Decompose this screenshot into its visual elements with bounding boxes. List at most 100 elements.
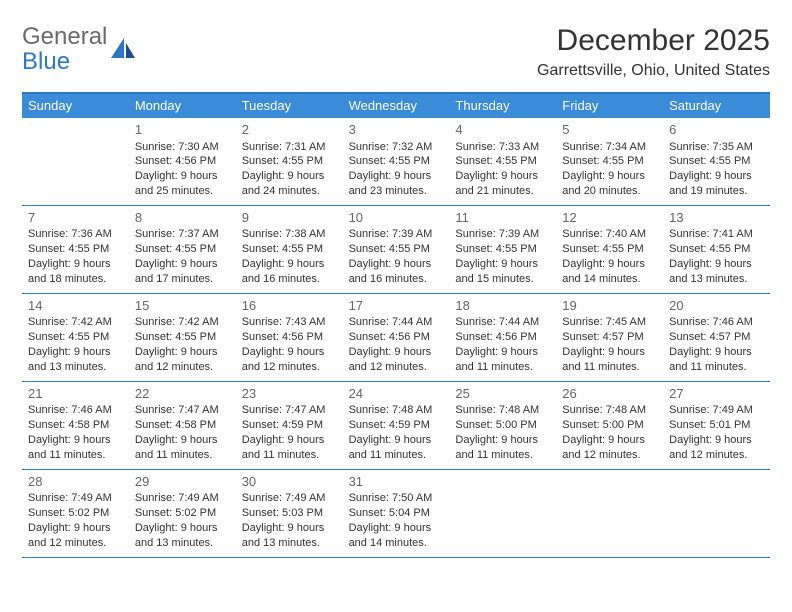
- sunrise-text: Sunrise: 7:44 AM: [455, 315, 550, 330]
- sunrise-text: Sunrise: 7:47 AM: [242, 403, 337, 418]
- daylight-text-2: and 13 minutes.: [669, 272, 764, 287]
- day-cell: [449, 470, 556, 557]
- sunrise-text: Sunrise: 7:43 AM: [242, 315, 337, 330]
- day-cell: 31Sunrise: 7:50 AMSunset: 5:04 PMDayligh…: [343, 470, 450, 557]
- day-cell: 29Sunrise: 7:49 AMSunset: 5:02 PMDayligh…: [129, 470, 236, 557]
- daylight-text-1: Daylight: 9 hours: [669, 257, 764, 272]
- daylight-text-1: Daylight: 9 hours: [349, 433, 444, 448]
- sunrise-text: Sunrise: 7:49 AM: [135, 491, 230, 506]
- daylight-text-1: Daylight: 9 hours: [135, 345, 230, 360]
- day-number: 13: [669, 209, 764, 227]
- day-cell: [663, 470, 770, 557]
- daylight-text-1: Daylight: 9 hours: [28, 257, 123, 272]
- sunset-text: Sunset: 5:04 PM: [349, 506, 444, 521]
- daylight-text-1: Daylight: 9 hours: [135, 521, 230, 536]
- sunset-text: Sunset: 4:55 PM: [455, 154, 550, 169]
- daylight-text-1: Daylight: 9 hours: [28, 521, 123, 536]
- daylight-text-2: and 11 minutes.: [28, 448, 123, 463]
- day-number: 17: [349, 297, 444, 315]
- day-cell: 10Sunrise: 7:39 AMSunset: 4:55 PMDayligh…: [343, 206, 450, 293]
- sunrise-text: Sunrise: 7:36 AM: [28, 227, 123, 242]
- sunset-text: Sunset: 4:57 PM: [562, 330, 657, 345]
- day-number: 18: [455, 297, 550, 315]
- day-cell: 22Sunrise: 7:47 AMSunset: 4:58 PMDayligh…: [129, 382, 236, 469]
- sunrise-text: Sunrise: 7:46 AM: [669, 315, 764, 330]
- day-number: 15: [135, 297, 230, 315]
- logo-line1: General: [22, 23, 107, 50]
- weeks-container: 1Sunrise: 7:30 AMSunset: 4:56 PMDaylight…: [22, 118, 770, 558]
- day-number: 16: [242, 297, 337, 315]
- sunrise-text: Sunrise: 7:39 AM: [455, 227, 550, 242]
- daylight-text-1: Daylight: 9 hours: [562, 345, 657, 360]
- day-number: 26: [562, 385, 657, 403]
- sunrise-text: Sunrise: 7:39 AM: [349, 227, 444, 242]
- day-header-row: Sunday Monday Tuesday Wednesday Thursday…: [22, 94, 770, 118]
- day-cell: [22, 118, 129, 205]
- sunset-text: Sunset: 4:55 PM: [135, 330, 230, 345]
- dayhead-mon: Monday: [129, 94, 236, 118]
- day-number: 14: [28, 297, 123, 315]
- daylight-text-1: Daylight: 9 hours: [669, 433, 764, 448]
- daylight-text-1: Daylight: 9 hours: [455, 257, 550, 272]
- day-number: 19: [562, 297, 657, 315]
- daylight-text-2: and 20 minutes.: [562, 184, 657, 199]
- day-cell: 24Sunrise: 7:48 AMSunset: 4:59 PMDayligh…: [343, 382, 450, 469]
- sunrise-text: Sunrise: 7:35 AM: [669, 140, 764, 155]
- sunrise-text: Sunrise: 7:31 AM: [242, 140, 337, 155]
- sunset-text: Sunset: 4:59 PM: [242, 418, 337, 433]
- day-number: 28: [28, 473, 123, 491]
- sunset-text: Sunset: 4:55 PM: [669, 242, 764, 257]
- sunrise-text: Sunrise: 7:48 AM: [562, 403, 657, 418]
- daylight-text-2: and 12 minutes.: [135, 360, 230, 375]
- day-cell: [556, 470, 663, 557]
- daylight-text-1: Daylight: 9 hours: [242, 169, 337, 184]
- day-number: 21: [28, 385, 123, 403]
- day-cell: 12Sunrise: 7:40 AMSunset: 4:55 PMDayligh…: [556, 206, 663, 293]
- daylight-text-1: Daylight: 9 hours: [135, 433, 230, 448]
- daylight-text-1: Daylight: 9 hours: [349, 521, 444, 536]
- day-cell: 6Sunrise: 7:35 AMSunset: 4:55 PMDaylight…: [663, 118, 770, 205]
- logo-sail-icon: [110, 37, 136, 59]
- day-cell: 18Sunrise: 7:44 AMSunset: 4:56 PMDayligh…: [449, 294, 556, 381]
- week-row: 7Sunrise: 7:36 AMSunset: 4:55 PMDaylight…: [22, 206, 770, 294]
- sunrise-text: Sunrise: 7:38 AM: [242, 227, 337, 242]
- sunrise-text: Sunrise: 7:32 AM: [349, 140, 444, 155]
- logo-line2: Blue: [22, 48, 70, 75]
- day-number: 6: [669, 121, 764, 139]
- week-row: 28Sunrise: 7:49 AMSunset: 5:02 PMDayligh…: [22, 470, 770, 558]
- daylight-text-2: and 12 minutes.: [242, 360, 337, 375]
- daylight-text-2: and 21 minutes.: [455, 184, 550, 199]
- sunrise-text: Sunrise: 7:46 AM: [28, 403, 123, 418]
- day-cell: 13Sunrise: 7:41 AMSunset: 4:55 PMDayligh…: [663, 206, 770, 293]
- daylight-text-2: and 11 minutes.: [562, 360, 657, 375]
- daylight-text-2: and 11 minutes.: [455, 360, 550, 375]
- logo-text: General Blue: [22, 24, 107, 74]
- sunrise-text: Sunrise: 7:42 AM: [135, 315, 230, 330]
- daylight-text-1: Daylight: 9 hours: [562, 433, 657, 448]
- day-cell: 14Sunrise: 7:42 AMSunset: 4:55 PMDayligh…: [22, 294, 129, 381]
- sunset-text: Sunset: 4:55 PM: [242, 154, 337, 169]
- day-number: 23: [242, 385, 337, 403]
- daylight-text-2: and 11 minutes.: [135, 448, 230, 463]
- sunset-text: Sunset: 4:56 PM: [135, 154, 230, 169]
- dayhead-sat: Saturday: [663, 94, 770, 118]
- week-row: 14Sunrise: 7:42 AMSunset: 4:55 PMDayligh…: [22, 294, 770, 382]
- day-cell: 1Sunrise: 7:30 AMSunset: 4:56 PMDaylight…: [129, 118, 236, 205]
- day-cell: 5Sunrise: 7:34 AMSunset: 4:55 PMDaylight…: [556, 118, 663, 205]
- daylight-text-2: and 12 minutes.: [562, 448, 657, 463]
- daylight-text-1: Daylight: 9 hours: [669, 169, 764, 184]
- daylight-text-2: and 12 minutes.: [349, 360, 444, 375]
- day-cell: 19Sunrise: 7:45 AMSunset: 4:57 PMDayligh…: [556, 294, 663, 381]
- day-cell: 9Sunrise: 7:38 AMSunset: 4:55 PMDaylight…: [236, 206, 343, 293]
- daylight-text-1: Daylight: 9 hours: [242, 433, 337, 448]
- dayhead-thu: Thursday: [449, 94, 556, 118]
- daylight-text-1: Daylight: 9 hours: [135, 169, 230, 184]
- sunrise-text: Sunrise: 7:34 AM: [562, 140, 657, 155]
- day-cell: 8Sunrise: 7:37 AMSunset: 4:55 PMDaylight…: [129, 206, 236, 293]
- daylight-text-2: and 17 minutes.: [135, 272, 230, 287]
- logo: General Blue: [22, 24, 136, 74]
- day-number: 29: [135, 473, 230, 491]
- sunset-text: Sunset: 5:02 PM: [28, 506, 123, 521]
- week-row: 21Sunrise: 7:46 AMSunset: 4:58 PMDayligh…: [22, 382, 770, 470]
- day-number: 3: [349, 121, 444, 139]
